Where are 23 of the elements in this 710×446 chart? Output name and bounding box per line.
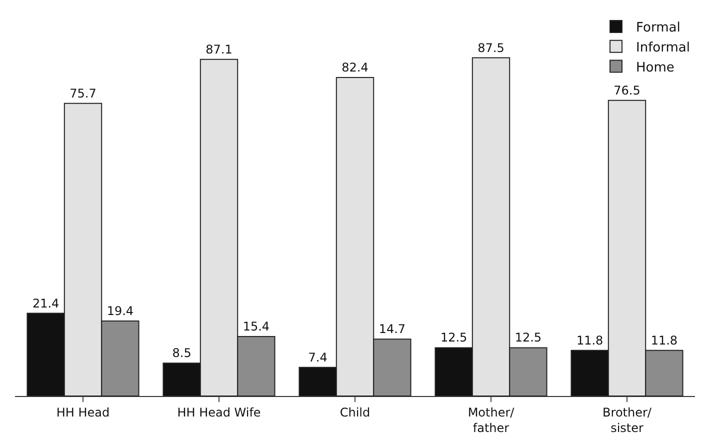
data-label: 12.5	[514, 330, 542, 345]
data-label: 19.4	[106, 304, 134, 318]
data-label: 76.5	[614, 83, 640, 98]
x-tick-label: HH Head Wife	[177, 405, 261, 420]
data-label: 12.5	[440, 330, 468, 345]
x-tick-label: Brother/ sister	[602, 405, 652, 435]
data-label: 11.8	[650, 333, 678, 348]
x-tick-label: HH Head	[56, 405, 110, 420]
x-tick-label: Child	[340, 405, 370, 420]
data-label: 8.5	[172, 346, 192, 360]
data-label: 82.4	[342, 60, 368, 75]
data-label: 21.4	[32, 296, 60, 310]
legend-label: Home	[636, 60, 674, 76]
x-tick-label: Mother/ father	[468, 405, 516, 435]
data-label: 7.4	[308, 350, 328, 364]
data-label: 87.1	[206, 42, 232, 56]
legend-label: Informal	[636, 40, 690, 56]
data-label: 87.5	[478, 40, 504, 55]
data-label: 14.7	[378, 322, 406, 336]
legend-label: Formal	[636, 20, 680, 36]
data-label: 15.4	[242, 319, 270, 334]
data-label: 11.8	[576, 333, 604, 348]
data-label: 75.7	[70, 86, 96, 100]
